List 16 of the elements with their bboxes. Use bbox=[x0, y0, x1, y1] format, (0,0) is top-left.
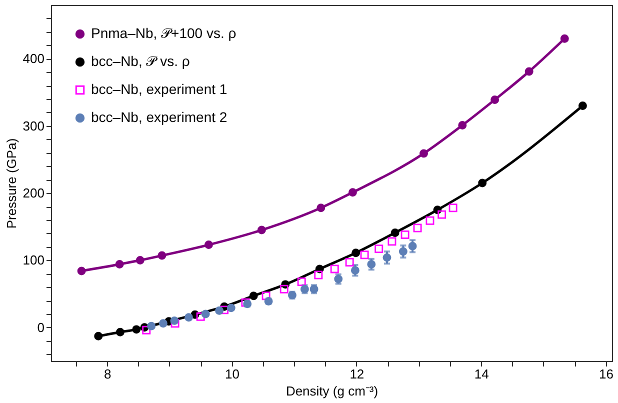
legend-label: bcc–Nb, 𝒫 vs. ρ bbox=[91, 53, 190, 69]
x-tick-label: 10 bbox=[225, 366, 240, 382]
y-tick-label: 200 bbox=[22, 186, 44, 201]
y-tick-label: 300 bbox=[22, 118, 44, 134]
x-tick-label: 16 bbox=[599, 366, 614, 382]
legend-label: bcc–Nb, experiment 2 bbox=[91, 109, 228, 125]
legend-label: bcc–Nb, experiment 1 bbox=[91, 81, 228, 97]
y-tick-label: 100 bbox=[22, 252, 44, 268]
x-axis-title: Density (g cm⁻³) bbox=[286, 384, 378, 398]
x-tick-label: 12 bbox=[350, 366, 364, 382]
y-tick-label: 0 bbox=[37, 320, 44, 335]
x-tick-label: 8 bbox=[104, 366, 112, 382]
y-axis-title: Pressure (GPa) bbox=[4, 138, 19, 229]
x-tick-label: 14 bbox=[474, 366, 489, 382]
legend-label: Pnma–Nb, 𝒫+100 vs. ρ bbox=[91, 25, 236, 41]
y-tick-label: 400 bbox=[22, 51, 44, 66]
